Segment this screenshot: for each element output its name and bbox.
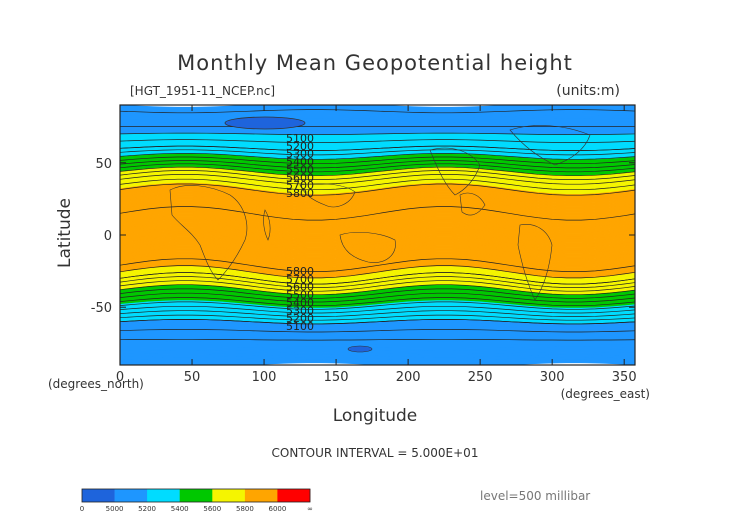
colorbar-label: 5600 [203,505,221,513]
contour-label: 5400 [286,296,314,309]
contour-line [120,288,635,299]
x-tick-label: 350 [612,370,637,385]
contour-label: 5600 [286,281,314,294]
colorbar-swatch [244,489,278,502]
x-tick-label: 100 [252,370,277,385]
contour-label: 5200 [286,140,314,153]
x-tick-label: 250 [468,370,493,385]
contour-line [120,206,635,221]
colorbar-frame [81,488,311,503]
colorbar-swatch [179,489,213,502]
contour-line [120,272,635,285]
contour-line [120,139,635,143]
contour-line [120,329,635,333]
x-tick-label: 200 [396,370,421,385]
contour-label: 5300 [286,304,314,317]
x-axis-label: Longitude [333,406,418,426]
colorbar-label: 6000 [268,505,286,513]
contour-line [120,338,635,341]
contour-line [120,156,635,165]
coastlines [169,125,591,301]
contour-line [120,301,635,310]
file-name: [HGT_1951-11_NCEP.nc] [130,84,275,98]
colorbar-swatch [82,489,115,502]
units-label: (units:m) [556,83,620,99]
y-tick-label: -50 [91,301,112,316]
contour-label: 5100 [286,132,314,145]
contour-line [120,319,635,325]
contour-line [120,149,635,156]
colorbar-swatch [114,489,148,502]
contour-label: 5500 [286,289,314,302]
contour-line [120,166,635,177]
contour-label: 5400 [286,156,314,169]
x-tick-label: 0 [116,370,124,385]
contour-label: 5700 [286,179,314,192]
colorbar-label: 0 [80,505,84,513]
x-axis: 0 50 100 150 200 250 300 350 [116,105,637,385]
contour-labels: 5100520053005400550056005700580058005700… [286,132,314,333]
contour-line [120,276,635,288]
contour-label: 5800 [286,265,314,278]
contour-line [120,183,635,196]
x-tick-label: 50 [184,370,201,385]
colorbar-label: 5000 [106,505,124,513]
contour-label: 5700 [286,273,314,286]
x-unit-right: (degrees_east) [561,387,650,401]
x-tick-label: 300 [540,370,565,385]
colorbar-swatch [147,489,180,502]
contour-line [120,297,635,307]
y-axis-label: Latitude [55,198,75,268]
y-axis: 50 0 -50 [91,157,635,316]
contour-line [120,160,635,169]
contour-line [120,265,635,279]
polar-low [224,116,306,130]
contour-band [120,359,635,365]
polar-low-south [347,345,373,353]
contour-line [120,132,635,135]
contour-line [120,314,635,321]
y-tick-label: 50 [95,157,112,172]
colorbar-label: 5800 [236,505,254,513]
contour-line [120,258,635,272]
contour-lines [120,109,635,341]
contour-line [120,170,635,180]
colorbar-swatch [277,489,311,502]
contour-label: 5200 [286,312,314,325]
contour-line [120,292,635,303]
colorbar-label: 5400 [171,505,189,513]
contour-interval: CONTOUR INTERVAL = 5.000E+01 [272,446,479,460]
contour-label: 5100 [286,320,314,333]
contour-label: 5300 [286,148,314,161]
plot-area: 5100520053005400550056005700580058005700… [119,104,636,366]
colorbar: 0 5000 5200 5400 5600 5800 6000 ∞ [80,488,313,513]
contour-line [120,310,635,317]
contour-label: 5500 [286,163,314,176]
contour-line [120,280,635,292]
colorbar-swatch [212,489,246,502]
contour-line [120,178,635,191]
contour-line [120,163,635,173]
x-unit-left: (degrees_north) [48,377,144,391]
contour-line [120,305,635,314]
colorbar-label: 5200 [138,505,156,513]
x-tick-label: 150 [324,370,349,385]
contour-label: 5800 [286,187,314,200]
y-tick-label: 0 [104,229,112,244]
level-label: level=500 millibar [480,489,590,503]
contour-line [120,145,635,151]
contour-line [120,153,635,160]
contour-line [120,284,635,296]
chart-title: Monthly Mean Geopotential height [177,51,573,75]
contour-line [120,174,635,185]
colorbar-label: ∞ [307,505,313,513]
contour-label: 5600 [286,171,314,184]
